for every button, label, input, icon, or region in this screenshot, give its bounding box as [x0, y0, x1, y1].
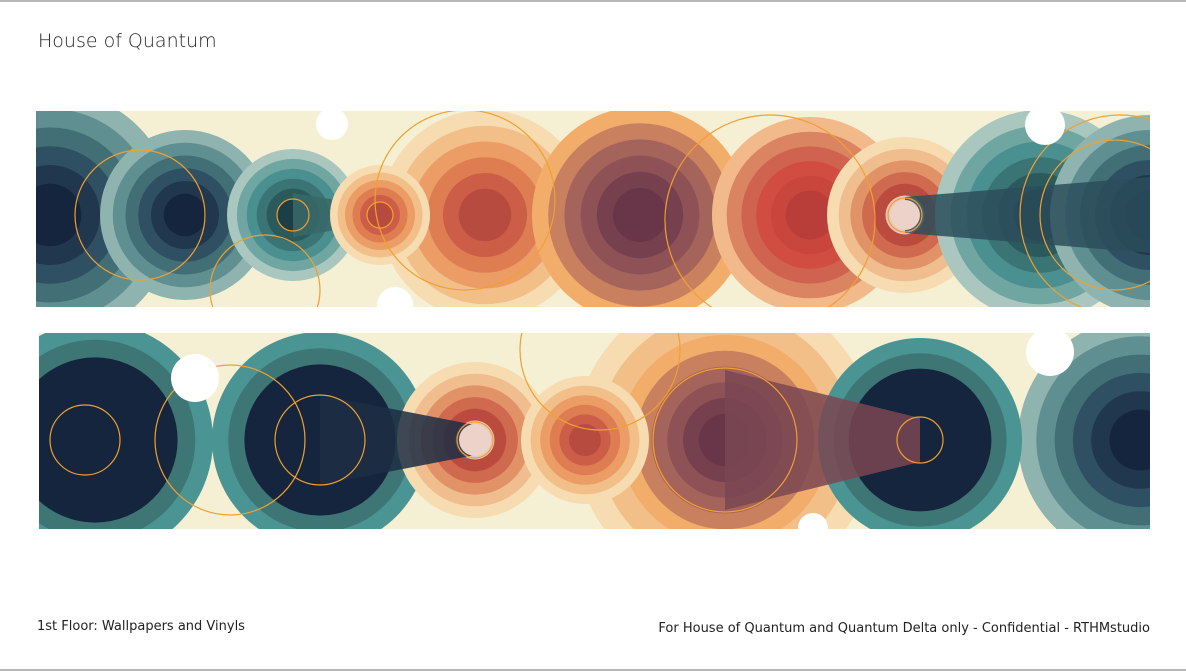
ring — [785, 190, 835, 240]
line-circle — [74, 149, 206, 281]
white-dot — [316, 111, 348, 140]
white-dot — [1025, 111, 1065, 145]
line-circle — [374, 111, 556, 291]
ring — [1109, 409, 1150, 471]
page-title: House of Quantum — [38, 30, 217, 52]
ring — [36, 183, 82, 247]
line-circle — [519, 333, 681, 431]
ring — [367, 202, 393, 228]
line-circle — [276, 198, 310, 232]
white-dot — [798, 513, 828, 529]
top-rule — [0, 0, 1186, 2]
ring — [613, 188, 667, 242]
wallpaper-panel-2 — [39, 333, 1150, 529]
line-circle — [652, 367, 798, 513]
ring — [458, 188, 512, 242]
white-dot — [171, 354, 219, 402]
ring — [459, 424, 491, 456]
line-circle — [896, 416, 944, 464]
line-circle — [1019, 114, 1150, 307]
ring — [569, 424, 601, 456]
ring — [163, 193, 207, 237]
line-circle — [154, 364, 306, 516]
line-circle — [664, 114, 876, 307]
footer-left: 1st Floor: Wallpapers and Vinyls — [37, 619, 245, 634]
ring — [65, 410, 125, 470]
wallpaper-panel-1 — [36, 111, 1150, 307]
line-circle — [456, 421, 494, 459]
line-circle — [887, 197, 923, 233]
bottom-rule — [0, 669, 1186, 671]
footer-right: For House of Quantum and Quantum Delta o… — [658, 621, 1150, 636]
cone — [725, 370, 920, 510]
ring — [890, 200, 920, 230]
line-circle — [274, 394, 366, 486]
cone — [905, 177, 1150, 253]
line-circle — [209, 234, 321, 307]
white-dot — [1026, 333, 1074, 376]
white-dot — [377, 287, 413, 307]
line-circle — [1039, 139, 1150, 291]
line-circle — [49, 404, 121, 476]
